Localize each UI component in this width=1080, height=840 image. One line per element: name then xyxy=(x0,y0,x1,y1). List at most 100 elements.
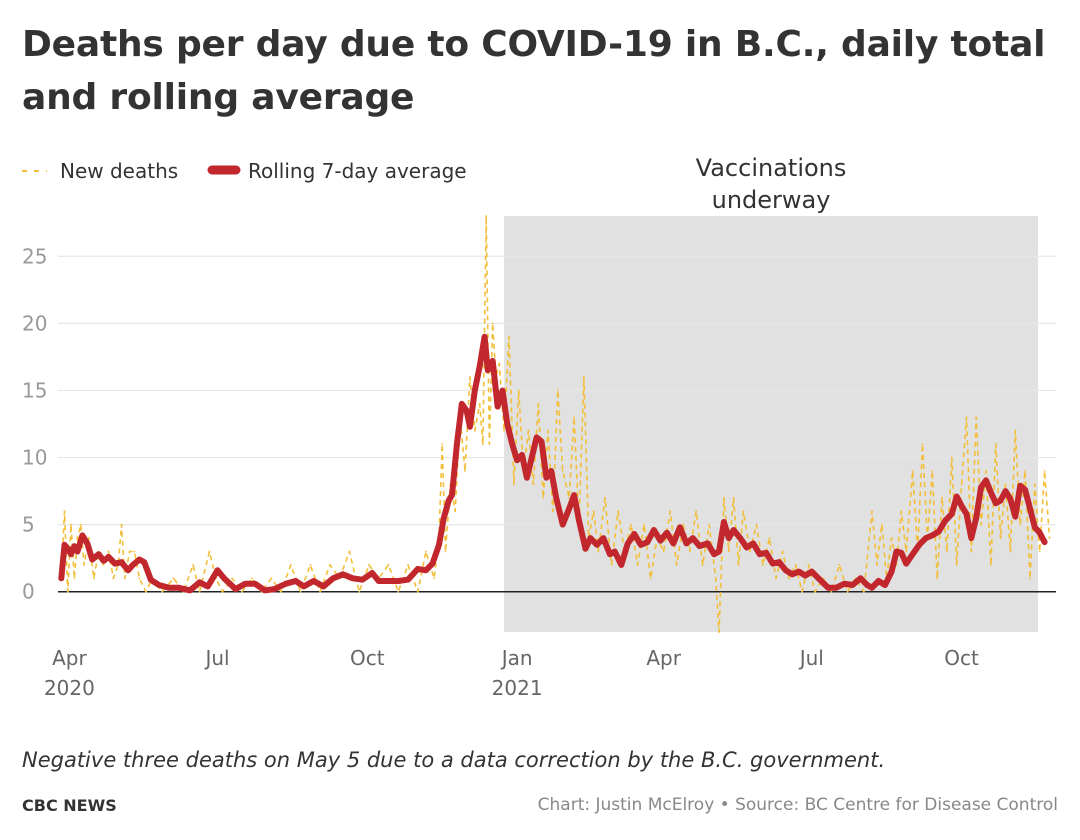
point-rolling-average xyxy=(716,548,722,555)
point-rolling-average xyxy=(677,524,683,530)
point-rolling-average xyxy=(242,581,248,587)
point-rolling-average xyxy=(214,567,221,573)
point-new-deaths xyxy=(1014,429,1017,432)
point-new-deaths xyxy=(838,564,841,566)
point-rolling-average xyxy=(858,575,864,581)
point-new-deaths xyxy=(92,577,95,580)
y-tick-label: 20 xyxy=(22,311,47,335)
point-rolling-average xyxy=(898,550,904,556)
legend: New deaths Rolling 7-day average xyxy=(22,159,467,183)
x-tick-label: Jan xyxy=(500,646,533,670)
point-new-deaths xyxy=(662,550,665,553)
point-new-deaths xyxy=(931,470,934,472)
point-new-deaths xyxy=(138,577,141,580)
x-tick-label: Jul xyxy=(798,646,824,670)
point-new-deaths xyxy=(397,590,400,593)
point-rolling-average xyxy=(560,522,566,528)
point-rolling-average xyxy=(936,528,942,534)
point-new-deaths xyxy=(1029,577,1031,580)
point-new-deaths xyxy=(708,523,711,526)
point-new-deaths xyxy=(537,402,540,405)
point-rolling-average xyxy=(1002,488,1009,494)
point-new-deaths xyxy=(527,429,530,432)
point-rolling-average xyxy=(1022,487,1028,493)
point-new-deaths xyxy=(88,537,90,539)
point-new-deaths xyxy=(83,564,85,566)
point-rolling-average xyxy=(1027,505,1033,512)
point-rolling-average xyxy=(405,577,411,583)
point-rolling-average xyxy=(1017,483,1023,489)
point-rolling-average xyxy=(651,527,657,533)
point-rolling-average xyxy=(849,582,856,588)
point-rolling-average xyxy=(638,542,644,548)
y-tick-label: 5 xyxy=(22,513,35,537)
point-rolling-average xyxy=(631,531,637,537)
point-rolling-average xyxy=(923,535,929,541)
annotation-label-line1: Vaccinations xyxy=(696,154,847,182)
point-rolling-average xyxy=(543,475,550,481)
point-rolling-average xyxy=(958,503,965,509)
point-new-deaths xyxy=(946,550,948,553)
point-rolling-average xyxy=(704,540,711,547)
point-rolling-average xyxy=(683,540,690,547)
point-rolling-average xyxy=(485,367,491,373)
point-new-deaths xyxy=(911,470,914,472)
point-new-deaths xyxy=(755,523,758,526)
point-rolling-average xyxy=(882,582,888,588)
point-rolling-average xyxy=(369,570,375,576)
point-rolling-average xyxy=(817,577,823,583)
point-rolling-average xyxy=(809,569,815,575)
point-new-deaths xyxy=(669,510,672,513)
point-rolling-average xyxy=(148,577,154,583)
point-new-deaths xyxy=(630,523,632,526)
point-new-deaths xyxy=(70,523,72,526)
point-rolling-average xyxy=(548,468,554,474)
point-rolling-average xyxy=(136,556,143,563)
point-new-deaths xyxy=(491,322,494,325)
point-new-deaths xyxy=(965,416,968,419)
point-rolling-average xyxy=(320,583,326,589)
point-rolling-average xyxy=(205,583,211,589)
point-rolling-average xyxy=(385,578,392,584)
point-new-deaths xyxy=(473,429,476,432)
point-new-deaths xyxy=(328,564,331,566)
point-rolling-average xyxy=(576,518,582,524)
point-rolling-average xyxy=(429,560,436,567)
point-new-deaths xyxy=(980,523,983,526)
point-rolling-average xyxy=(600,535,606,541)
point-rolling-average xyxy=(459,401,465,407)
point-rolling-average xyxy=(340,571,346,577)
point-new-deaths xyxy=(610,564,613,566)
point-new-deaths xyxy=(781,550,784,553)
point-rolling-average xyxy=(978,484,984,490)
point-rolling-average xyxy=(757,551,763,557)
y-tick-label: 0 xyxy=(22,580,35,604)
point-rolling-average xyxy=(156,582,162,588)
point-new-deaths xyxy=(871,510,873,513)
point-new-deaths xyxy=(145,590,147,593)
point-new-deaths xyxy=(517,389,520,392)
point-rolling-average xyxy=(330,575,336,581)
legend-label-new-deaths: New deaths xyxy=(60,159,178,183)
point-new-deaths xyxy=(573,416,575,419)
point-new-deaths xyxy=(768,537,771,539)
point-rolling-average xyxy=(262,587,268,594)
point-new-deaths xyxy=(441,443,444,446)
point-new-deaths xyxy=(775,577,777,580)
point-new-deaths xyxy=(568,496,571,499)
point-rolling-average xyxy=(519,452,525,458)
point-rolling-average xyxy=(359,577,366,583)
point-new-deaths xyxy=(880,523,883,526)
point-rolling-average xyxy=(657,538,663,544)
point-rolling-average xyxy=(252,581,258,587)
point-rolling-average xyxy=(737,535,743,541)
point-new-deaths xyxy=(133,550,136,553)
point-new-deaths xyxy=(862,590,865,593)
point-new-deaths xyxy=(1009,550,1012,553)
point-rolling-average xyxy=(454,441,460,447)
point-new-deaths xyxy=(718,631,720,633)
point-rolling-average xyxy=(441,515,447,521)
point-new-deaths xyxy=(701,564,704,566)
point-new-deaths xyxy=(556,389,559,392)
point-new-deaths xyxy=(592,510,595,513)
